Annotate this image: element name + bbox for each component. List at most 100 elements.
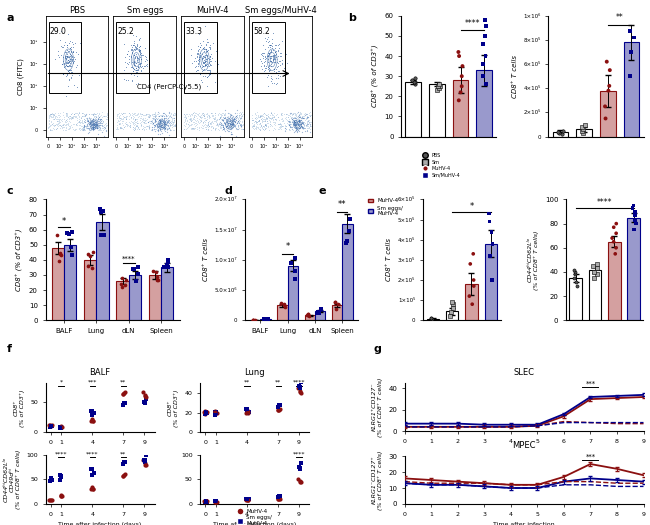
Point: [217, 113, 228, 121]
Point: [153, 126, 163, 134]
Point: [151, 114, 162, 122]
Point: [269, 48, 280, 57]
Point: [231, 116, 241, 124]
Point: [294, 383, 305, 391]
Point: [163, 117, 174, 125]
Point: [138, 118, 148, 126]
Point: [254, 124, 264, 133]
Point: [250, 111, 261, 120]
Point: [289, 113, 299, 122]
Point: [330, 298, 341, 306]
Point: [99, 119, 110, 128]
Point: [608, 223, 619, 232]
Point: [296, 377, 306, 386]
Point: [64, 66, 75, 75]
Point: [218, 113, 229, 122]
Point: [99, 123, 109, 131]
Point: [84, 110, 94, 119]
Point: [65, 36, 75, 45]
Point: [203, 66, 214, 75]
Point: [75, 114, 86, 122]
Point: [302, 116, 313, 124]
Point: [52, 117, 62, 125]
Point: [207, 118, 217, 126]
Point: [92, 120, 103, 128]
Point: [135, 53, 145, 61]
Point: [96, 120, 106, 129]
Point: [225, 116, 235, 124]
Point: [123, 47, 133, 55]
Point: [258, 122, 268, 131]
Point: [155, 122, 166, 131]
Point: [164, 122, 174, 131]
Point: [292, 125, 303, 134]
Point: [58, 110, 69, 119]
Point: [273, 406, 283, 414]
Point: [304, 118, 314, 126]
Point: [270, 44, 280, 52]
Point: [138, 123, 148, 132]
Point: [125, 41, 136, 49]
Point: [191, 57, 202, 65]
Point: [259, 125, 269, 134]
Point: [272, 58, 282, 67]
Point: [289, 112, 299, 121]
Point: [216, 109, 227, 118]
Point: [116, 124, 126, 132]
Point: [77, 112, 87, 120]
Point: [426, 313, 436, 322]
Point: [275, 119, 285, 127]
Point: [48, 111, 58, 120]
Text: **: **: [120, 380, 127, 385]
Point: [196, 114, 207, 122]
Point: [44, 113, 55, 122]
Point: [198, 62, 209, 70]
Point: [223, 127, 233, 135]
Point: [184, 115, 194, 123]
Point: [88, 116, 99, 124]
Point: [224, 114, 234, 122]
Point: [125, 119, 135, 127]
Point: [211, 408, 221, 417]
Point: [180, 117, 190, 125]
Point: [259, 117, 269, 125]
Point: [150, 111, 161, 119]
Point: [291, 120, 301, 128]
Point: [630, 219, 641, 228]
Point: [203, 118, 213, 126]
Point: [94, 113, 105, 121]
Point: [150, 122, 160, 131]
Point: [88, 118, 99, 127]
Point: [135, 109, 145, 118]
Point: [51, 120, 61, 129]
Point: [79, 112, 89, 120]
Point: [276, 49, 286, 57]
Point: [128, 40, 138, 49]
Point: [94, 117, 104, 125]
Point: [135, 116, 146, 124]
Text: ***: ***: [586, 381, 595, 386]
Point: [171, 125, 181, 133]
Point: [302, 125, 313, 134]
Point: [294, 108, 305, 117]
Bar: [49, 23, 81, 92]
Point: [189, 111, 200, 119]
Y-axis label: CD8⁺
(% of CD3⁺): CD8⁺ (% of CD3⁺): [14, 389, 25, 427]
Point: [111, 114, 122, 122]
Point: [273, 71, 283, 80]
Title: Sm eggs: Sm eggs: [127, 6, 163, 15]
Point: [226, 122, 236, 130]
Point: [276, 121, 287, 129]
Point: [69, 120, 79, 128]
Point: [49, 122, 59, 130]
Point: [302, 114, 312, 122]
Point: [126, 52, 136, 61]
Point: [571, 277, 582, 286]
Point: [190, 123, 201, 132]
Point: [130, 123, 140, 132]
Point: [296, 117, 307, 125]
Point: [62, 67, 73, 75]
Point: [54, 119, 64, 127]
Point: [256, 112, 266, 120]
Point: [85, 126, 96, 134]
